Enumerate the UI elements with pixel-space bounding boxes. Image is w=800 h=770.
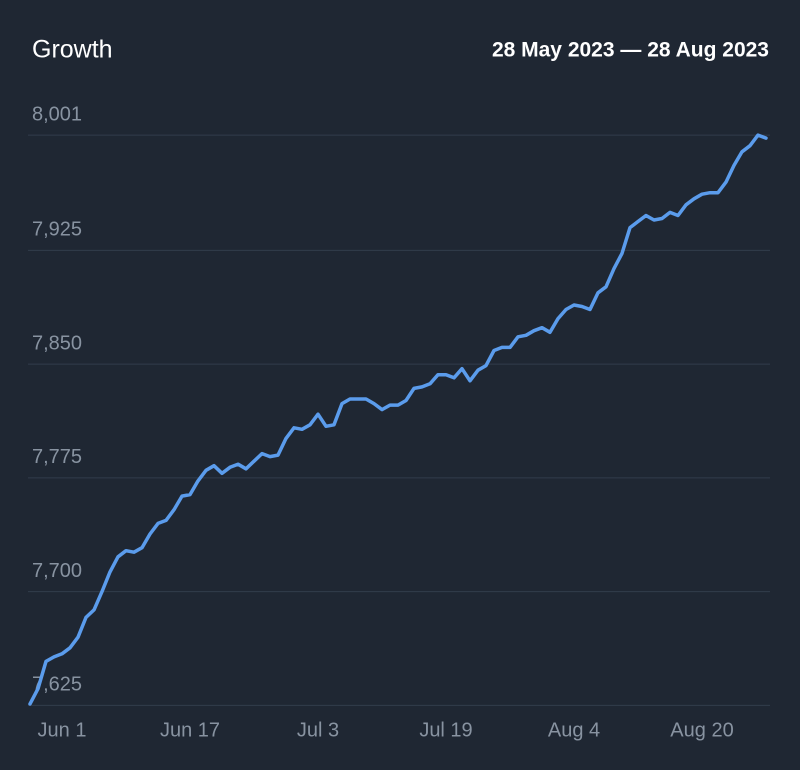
x-tick-label: Jun 17 (160, 719, 220, 741)
y-tick-label: 7,775 (32, 446, 82, 468)
y-tick-label: 7,625 (32, 674, 82, 696)
x-tick-label: Aug 4 (548, 719, 600, 741)
date-range: 28 May 2023 — 28 Aug 2023 (492, 39, 769, 62)
x-tick-label: Aug 20 (670, 719, 733, 741)
x-tick-label: Jun 1 (38, 719, 87, 741)
line (28, 133, 768, 706)
y-tick-label: 8,001 (32, 103, 82, 125)
y-tick-label: 7,925 (32, 219, 82, 241)
y-tick-label: 7,700 (32, 560, 82, 582)
x-tick-label: Jul 3 (297, 719, 339, 741)
chart-title: Growth (32, 36, 113, 64)
y-tick-label: 7,850 (32, 332, 82, 354)
x-tick-label: Jul 19 (419, 719, 472, 741)
